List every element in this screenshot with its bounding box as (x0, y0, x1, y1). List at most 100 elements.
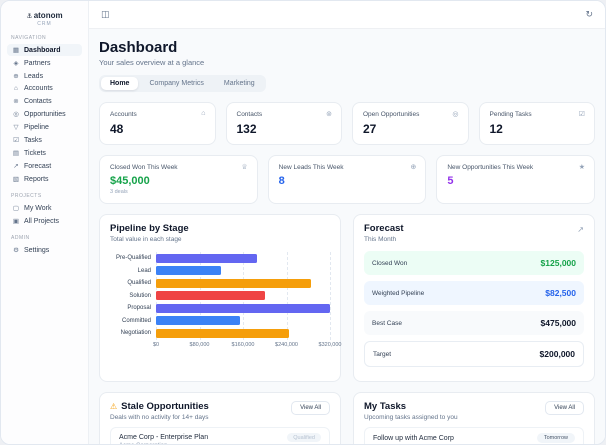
page-subtitle: Your sales overview at a glance (99, 58, 205, 67)
chart-subtitle: Total value in each stage (110, 236, 182, 243)
stat-card-row: Accounts 48 ⌂ Contacts 132 ⊚ Open Opport… (99, 102, 595, 145)
tasks-subtitle: Upcoming tasks assigned to you (364, 414, 458, 421)
forecast-row: Target $200,000 (364, 341, 584, 367)
gridline (330, 252, 331, 340)
bar-row (156, 277, 330, 290)
bar (156, 266, 222, 276)
chart-category-labels: Pre-Qualified Lead Qualified Solution Propos… (110, 252, 156, 340)
sidebar-item-label: Accounts (24, 85, 53, 92)
forecast-row-label: Target (373, 350, 392, 358)
stale-title: Stale Opportunities (121, 401, 209, 412)
bar-row (156, 290, 330, 303)
opportunity-title: Acme Corp - Enterprise Plan (119, 434, 209, 441)
sidebar-item[interactable]: ▽ Pipeline (7, 121, 82, 133)
forecast-row-value: $200,000 (539, 349, 575, 359)
dashboard-icon: ▦ (12, 47, 20, 54)
refresh-icon[interactable]: ↻ (585, 9, 593, 19)
sidebar-item[interactable]: ▣ All Projects (7, 215, 82, 227)
stat-label: Contacts (236, 111, 263, 118)
sparkle-icon: ★ (578, 164, 585, 171)
tab[interactable]: Marketing (223, 80, 255, 87)
trend-icon: ↗ (577, 225, 584, 234)
tab[interactable]: Home (101, 77, 139, 90)
forecast-card: Forecast This Month ↗ Closed Won $125,00… (353, 214, 595, 382)
sidebar-item-label: Settings (24, 246, 50, 254)
my-tasks-card: My Tasks Upcoming tasks assigned to you … (353, 392, 595, 444)
sidebar-item[interactable]: ↗ Forecast (7, 160, 82, 172)
stat-label: New Opportunities This Week (447, 164, 534, 171)
stat-value: 132 (236, 122, 257, 136)
main-column: ◫ ↻ Dashboard Your sales overview at a g… (89, 1, 605, 444)
user-plus-icon: ⊕ (13, 73, 19, 80)
view-all-button[interactable]: View All (291, 401, 330, 415)
stat-label: New Leads This Week (278, 164, 344, 171)
stat-subtext: 3 deals (110, 189, 128, 195)
sidebar-item[interactable]: ☑ Tasks (7, 134, 82, 146)
forecast-row-value: $82,500 (545, 288, 576, 298)
forecast-rows: Closed Won $125,000 Weighted Pipeline $8… (364, 251, 584, 367)
clipboard-check-icon: ☑ (578, 111, 585, 118)
category-label: Qualified (127, 280, 151, 287)
bar-chart: Pre-Qualified Lead Qualified Solution Propos… (110, 252, 331, 340)
gear-icon: ⚙ (13, 247, 19, 254)
x-tick-label: $240,000 (275, 341, 298, 348)
sidebar-item-label: All Projects (24, 217, 60, 225)
sidebar-item[interactable]: ▦ Dashboard (7, 44, 82, 56)
forecast-subtitle: This Month (364, 236, 397, 243)
report-icon: ▧ (12, 176, 20, 183)
sidebar-item[interactable]: ⊕ Leads (7, 70, 82, 82)
check-square-icon: ☑ (13, 137, 19, 144)
x-tick-label: $0 (152, 341, 160, 348)
stat-value: 27 (363, 122, 377, 136)
stat-value: 8 (278, 175, 285, 187)
sidebar-section-navigation: Navigation (11, 35, 47, 41)
stat-card: Accounts 48 ⌂ (99, 102, 216, 145)
sidebar-item[interactable]: ⌂ Accounts (7, 83, 82, 94)
weekly-stat-card: Closed Won This Week $45,000 3 deals ♕ (99, 155, 258, 204)
view-all-button[interactable]: View All (545, 401, 584, 415)
sidebar-toggle-icon[interactable]: ◫ (101, 9, 110, 19)
sidebar-item-label: Leads (24, 72, 44, 80)
target-icon: ◎ (13, 111, 19, 118)
user-plus-icon: ⊕ (410, 164, 417, 171)
forecast-row-value: $125,000 (540, 258, 576, 268)
category-label: Committed (121, 317, 151, 324)
bar-row (156, 252, 330, 265)
category-label: Negotiation (120, 330, 151, 337)
sidebar-item[interactable]: ▤ Tickets (7, 147, 82, 159)
task-row[interactable]: Follow up with Acme Corp Tomorrow (364, 427, 584, 444)
category-label: Solution (129, 292, 151, 299)
stat-value: $45,000 (110, 175, 150, 187)
sidebar-item[interactable]: ▧ Reports (7, 173, 82, 185)
task-title: Follow up with Acme Corp (373, 434, 454, 442)
sidebar: ⚓atonom CRM Navigation ▦ Dashboard ◈ Par… (1, 1, 89, 444)
forecast-row-label: Best Case (372, 319, 402, 327)
sidebar-section-projects: Projects (11, 193, 42, 199)
stale-opportunity-row[interactable]: Acme Corp - Enterprise Plan Acme Corpora… (110, 427, 330, 444)
stat-label: Accounts (110, 111, 137, 118)
sidebar-item[interactable]: ⊚ Contacts (7, 95, 82, 107)
sidebar-item[interactable]: ◈ Partners (7, 57, 82, 69)
stale-subtitle: Deals with no activity for 14+ days (110, 414, 209, 421)
stat-card: Pending Tasks 12 ☑ (478, 102, 595, 145)
sidebar-item-label: Opportunities (24, 110, 66, 118)
tasks-title: My Tasks (364, 401, 407, 412)
category-label: Proposal (127, 305, 151, 312)
forecast-row-value: $475,000 (540, 318, 576, 328)
bar-row (156, 265, 330, 278)
stat-value: 12 (489, 122, 503, 136)
charts-row: Pipeline by Stage Total value in each st… (99, 214, 595, 382)
app-logo: ⚓atonom CRM (7, 11, 82, 27)
bar (156, 303, 330, 313)
stage-badge: Qualified (287, 433, 321, 442)
bar (156, 291, 265, 301)
lists-row: ⚠ Stale Opportunities Deals with no activ… (99, 392, 595, 444)
sidebar-item-label: Forecast (24, 162, 52, 170)
tab[interactable]: Company Metrics (149, 80, 204, 87)
sidebar-item[interactable]: ⚙ Settings (7, 244, 82, 256)
trophy-icon: ♕ (241, 164, 248, 171)
stat-label: Pending Tasks (489, 111, 532, 118)
sidebar-item[interactable]: ▢ My Work (7, 202, 82, 214)
sidebar-item[interactable]: ◎ Opportunities (7, 108, 82, 120)
